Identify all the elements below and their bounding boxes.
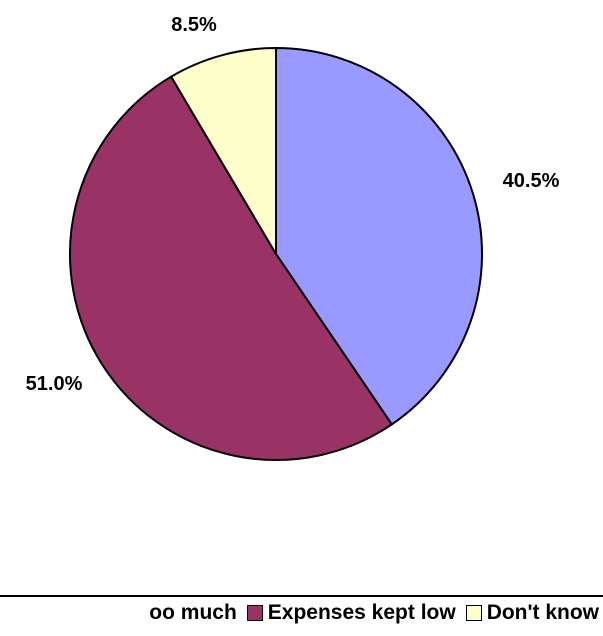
legend-swatch-dont-know (465, 605, 482, 621)
data-label-expenses-kept-low: 51.0% (26, 373, 83, 395)
pie-chart: 40.5% 51.0% 8.5% (26, 14, 560, 461)
legend-entry-dont-know: Don't know (465, 601, 599, 625)
pie-slices (69, 47, 483, 461)
pie-slice-too-much (275, 47, 483, 426)
legend-label-dont-know: Don't know (486, 601, 599, 624)
legend: oo much Expenses kept low Don't know (0, 595, 603, 636)
legend-entry-too-much: oo much (149, 601, 237, 625)
pie-slice-don-t-know (170, 47, 277, 255)
legend-label-too-much: oo much (149, 601, 237, 624)
pie-slice-expenses-kept-low (69, 75, 393, 461)
data-label-too-much: 40.5% (503, 170, 560, 192)
legend-entries: oo much Expenses kept low Don't know (139, 601, 599, 625)
legend-swatch-expenses-kept-low (246, 605, 263, 621)
legend-label-expenses-kept-low: Expenses kept low (267, 601, 456, 624)
legend-entry-expenses-kept-low: Expenses kept low (246, 601, 456, 625)
pie-data-labels: 40.5% 51.0% 8.5% (26, 14, 560, 395)
data-label-don-t-know: 8.5% (171, 14, 217, 36)
